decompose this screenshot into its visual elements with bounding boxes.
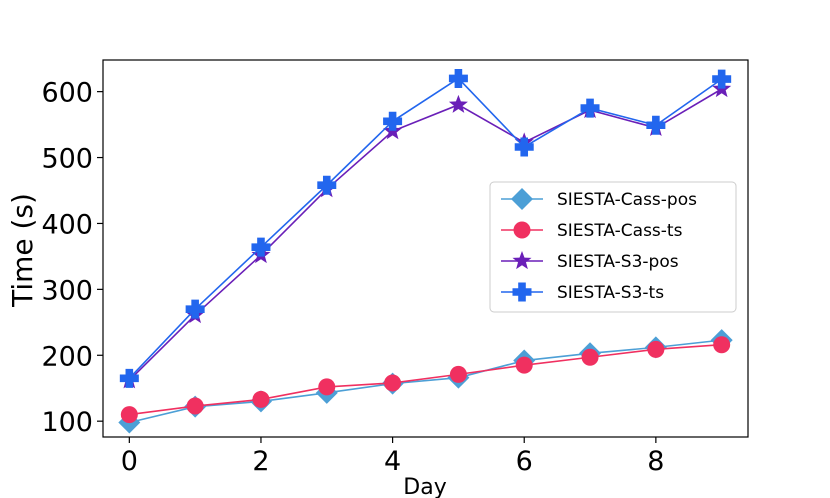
plot-frame (102, 59, 749, 438)
x-tick-label: 6 (516, 446, 533, 477)
legend-label: SIESTA-S3-ts (557, 283, 664, 303)
legend-label: SIESTA-S3-pos (557, 252, 679, 272)
legend-label: SIESTA-Cass-pos (557, 190, 697, 210)
data-point-circle (515, 356, 533, 374)
data-point-plus (514, 137, 534, 157)
data-point-plus (251, 237, 271, 257)
x-tick-label: 8 (647, 446, 664, 477)
data-point-plus (580, 98, 600, 118)
x-tick-label: 4 (384, 446, 401, 477)
legend-marker-diamond (511, 188, 533, 210)
x-tick-label: 2 (252, 446, 269, 477)
y-tick-label: 600 (41, 78, 93, 109)
legend-entry: SIESTA-Cass-pos (501, 188, 697, 210)
series-layer (118, 68, 733, 434)
data-point-circle (384, 374, 402, 392)
y-axis-label: Time (s) (6, 193, 39, 308)
data-point-circle (647, 340, 665, 358)
data-point-circle (449, 365, 467, 383)
data-point-circle (318, 378, 336, 396)
data-point-plus (646, 115, 666, 135)
data-point-star (448, 94, 468, 113)
series-line (128, 77, 723, 379)
legend-label: SIESTA-Cass-ts (557, 221, 683, 241)
series-line (128, 88, 723, 381)
legend-marker-plus (512, 282, 532, 302)
series-siesta-cass-ts (120, 336, 731, 424)
series-line (129, 343, 722, 416)
legend-marker-star (512, 251, 532, 270)
y-tick-label: 300 (41, 275, 93, 306)
data-point-plus (119, 368, 139, 388)
data-point-circle (252, 390, 270, 408)
legend-box (489, 181, 737, 313)
data-point-plus (185, 299, 205, 319)
legend-entry: SIESTA-S3-ts (501, 282, 664, 303)
x-tick-label: 0 (121, 446, 138, 477)
series-line (129, 339, 722, 424)
legend-entries: SIESTA-Cass-pos SIESTA-Cass-ts SIESTA-S3-p… (501, 188, 697, 303)
legend-marker-circle (513, 221, 531, 239)
series-siesta-s3-ts (119, 68, 732, 388)
legend-entry: SIESTA-S3-pos (501, 251, 679, 272)
x-axis-label: Day (403, 475, 446, 498)
axis-layer: 0 2 4 6 8 100 200 300 400 500 600 (41, 78, 664, 477)
data-point-plus (448, 68, 468, 88)
data-point-plus (712, 69, 732, 89)
data-point-circle (186, 397, 204, 415)
data-point-circle (713, 336, 731, 354)
y-tick-label: 400 (41, 209, 93, 240)
data-point-plus (383, 111, 403, 131)
legend-entry: SIESTA-Cass-ts (501, 221, 683, 241)
y-tick-label: 200 (41, 341, 93, 372)
data-point-circle (581, 348, 599, 366)
data-point-plus (317, 175, 337, 195)
y-tick-label: 100 (41, 407, 93, 438)
y-tick-label: 500 (41, 144, 93, 175)
data-point-circle (120, 406, 138, 424)
legend: SIESTA-Cass-pos SIESTA-Cass-ts SIESTA-S3-p… (489, 181, 737, 313)
